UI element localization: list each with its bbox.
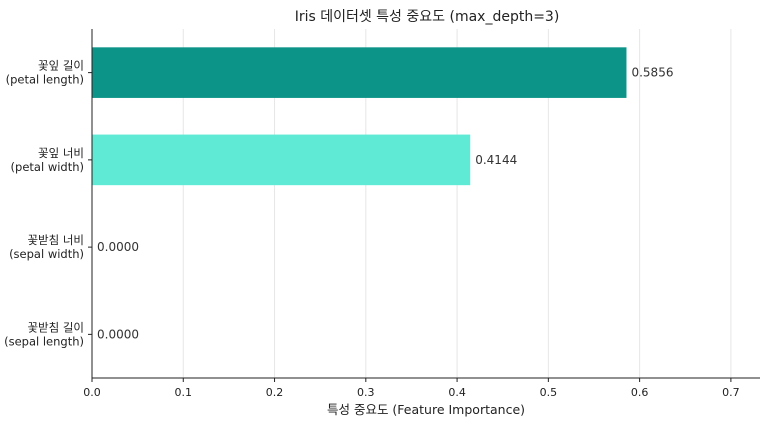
y-tick-label-english: (petal length) [6,73,84,87]
data-label: 0.0000 [97,327,139,341]
x-ticks: 0.0 0.1 0.2 0.3 0.4 0.5 0.6 0.7 [83,378,740,399]
y-tick-label-english: (sepal width) [9,247,84,261]
y-tick-label-english: (sepal length) [4,334,84,348]
data-label: 0.5856 [631,66,673,80]
y-tick-label: 꽃받침 길이 [27,320,84,334]
bars [92,47,627,186]
chart-title: Iris 데이터셋 특성 중요도 (max_depth=3) [295,9,560,25]
x-tick-label: 0.1 [175,386,193,399]
y-tick-label: 꽃잎 너비 [38,146,84,160]
bar [92,134,471,186]
x-axis-label: 특성 중요도 (Feature Importance) [327,402,525,417]
bar [92,47,627,98]
data-labels: 0.5856 0.4144 0.0000 0.0000 [97,66,673,342]
x-tick-label: 0.4 [448,386,466,399]
x-tick-label: 0.0 [83,386,101,399]
y-ticks: 꽃잎 길이(petal length) 꽃잎 너비(petal width) 꽃받침… [4,59,92,348]
x-tick-label: 0.6 [631,386,649,399]
data-label: 0.0000 [97,240,139,254]
x-tick-label: 0.3 [357,386,375,399]
data-label: 0.4144 [475,153,517,167]
y-tick-label: 꽃받침 너비 [27,233,84,247]
x-tick-label: 0.5 [540,386,558,399]
y-tick-label: 꽃잎 길이 [38,59,84,73]
x-tick-label: 0.7 [722,386,740,399]
x-tick-label: 0.2 [266,386,284,399]
y-tick-label-english: (petal width) [11,160,84,174]
